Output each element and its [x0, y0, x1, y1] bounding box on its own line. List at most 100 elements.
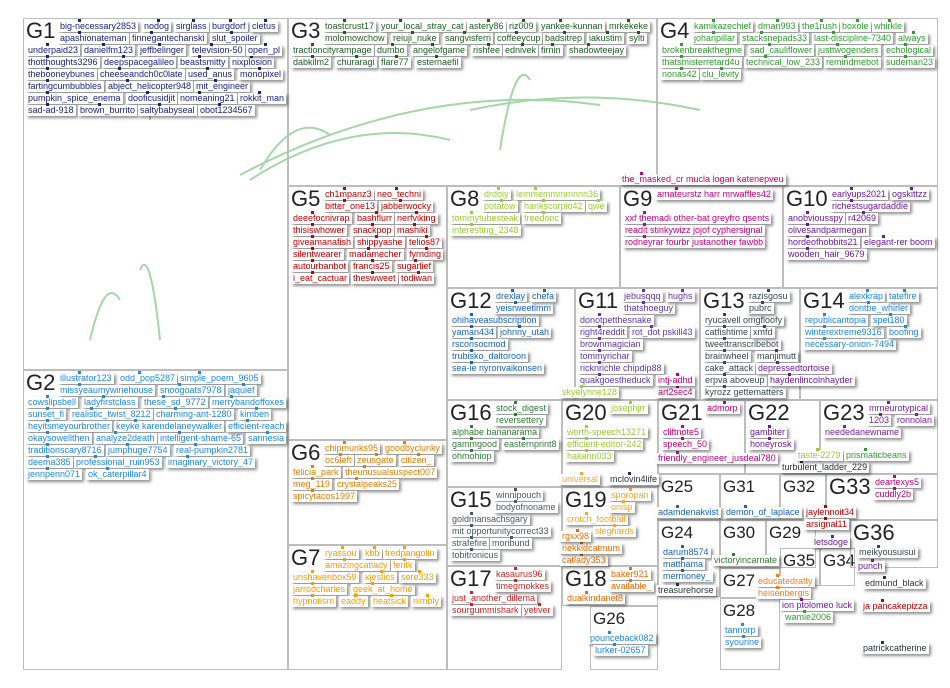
node-label[interactable]: riz009 — [507, 21, 536, 32]
node-marker[interactable] — [819, 19, 823, 22]
node-label[interactable]: lemmemmmmnnn36 — [514, 189, 601, 200]
node-marker[interactable] — [78, 371, 81, 374]
node-marker[interactable] — [514, 579, 517, 582]
node-marker[interactable] — [470, 603, 473, 606]
node-marker[interactable] — [158, 103, 161, 106]
node-label[interactable]: stacksnepads33 — [740, 33, 810, 44]
node-label[interactable]: tatefire — [887, 291, 919, 302]
node-label[interactable]: charming-ant-1280 — [154, 409, 234, 420]
node-marker[interactable] — [768, 437, 771, 440]
node-marker[interactable] — [723, 385, 726, 388]
node-marker[interactable] — [681, 545, 684, 548]
node-label[interactable]: sangvisferri — [443, 33, 494, 44]
node-marker[interactable] — [415, 211, 418, 214]
node-label[interactable]: kamikazechief — [692, 21, 754, 32]
node-label[interactable]: fartingcumbubbles — [26, 81, 104, 92]
node-label[interactable]: mrneurotypical — [867, 403, 931, 414]
node-marker[interactable] — [712, 31, 715, 34]
node-label[interactable]: pounceback082 — [588, 633, 656, 644]
node-marker[interactable] — [628, 401, 632, 404]
node-label[interactable]: dualkindanet8 — [565, 593, 626, 604]
node-label[interactable]: snackpop — [351, 225, 394, 236]
node-label[interactable]: thebooneybunes — [26, 69, 97, 80]
node-marker[interactable] — [214, 79, 217, 82]
node-marker[interactable] — [355, 477, 358, 480]
node-marker[interactable] — [622, 500, 625, 503]
node-label[interactable]: real-pumpkin2781 — [174, 445, 251, 456]
node-marker[interactable] — [371, 259, 374, 262]
node-marker[interactable] — [521, 19, 525, 22]
node-marker[interactable] — [46, 91, 49, 94]
node-marker[interactable] — [723, 325, 726, 328]
node-marker[interactable] — [803, 610, 806, 613]
node-label[interactable]: heyitsmeyourbrother — [26, 421, 113, 432]
node-label[interactable]: these_sd_9772 — [142, 397, 208, 408]
node-label[interactable]: danielfm123 — [82, 45, 136, 56]
node-marker[interactable] — [46, 55, 49, 58]
node-marker[interactable] — [823, 337, 826, 340]
node-marker[interactable] — [174, 407, 177, 410]
node-label[interactable]: chipmunks95 — [323, 443, 381, 454]
node-marker[interactable] — [629, 488, 632, 491]
node-label[interactable]: meikyousuisui — [857, 547, 918, 558]
node-marker[interactable] — [867, 301, 870, 304]
node-label[interactable]: ohihaveasubscription — [450, 315, 539, 326]
node-label[interactable]: jaylennoit34 — [804, 507, 857, 518]
node-marker[interactable] — [178, 383, 181, 386]
node-marker[interactable] — [800, 598, 803, 601]
node-label[interactable]: johnny_utah — [498, 327, 552, 338]
node-marker[interactable] — [372, 546, 376, 549]
node-label[interactable]: feritk — [391, 560, 415, 571]
node-label[interactable]: theunusualsuspect007 — [343, 467, 438, 478]
node-label[interactable]: turbulent_ladder_229 — [780, 462, 870, 473]
node-marker[interactable] — [311, 594, 314, 597]
node-label[interactable]: taste-2279 — [796, 450, 843, 461]
node-label[interactable]: pubrc — [747, 303, 774, 314]
node-label[interactable]: universal — [560, 474, 601, 485]
node-marker[interactable] — [598, 361, 601, 364]
node-label[interactable]: efficient-reach — [226, 421, 287, 432]
node-marker[interactable] — [629, 579, 632, 582]
node-marker[interactable] — [191, 19, 195, 22]
node-marker[interactable] — [723, 313, 726, 316]
node-label[interactable]: sannesia — [246, 433, 287, 444]
node-marker[interactable] — [585, 425, 588, 428]
node-label[interactable]: rodneyrar fourbr justanother fawbb — [623, 237, 766, 248]
node-label[interactable]: mrkekeke — [607, 21, 651, 32]
node-marker[interactable] — [893, 475, 896, 478]
node-marker[interactable] — [486, 43, 490, 46]
node-marker[interactable] — [904, 43, 907, 46]
node-marker[interactable] — [764, 55, 767, 58]
node-label[interactable]: illustrator123 — [58, 373, 114, 384]
node-label[interactable]: coffeeycup — [495, 33, 543, 44]
node-marker[interactable] — [806, 211, 809, 214]
node-marker[interactable] — [470, 337, 473, 340]
node-label[interactable]: onisp — [609, 502, 635, 513]
node-marker[interactable] — [411, 31, 414, 34]
node-marker[interactable] — [138, 371, 141, 374]
node-label[interactable]: readit stinkywizz jojof cyphersignal — [623, 225, 765, 236]
node-marker[interactable] — [46, 79, 49, 82]
node-marker[interactable] — [311, 247, 314, 250]
node-label[interactable]: imaginary_victory_47 — [166, 457, 256, 468]
node-label[interactable]: whirkle — [872, 21, 905, 32]
node-marker[interactable] — [417, 570, 421, 573]
node-marker[interactable] — [723, 349, 726, 352]
node-marker[interactable] — [824, 505, 827, 508]
node-label[interactable]: brown_burrito — [78, 105, 138, 116]
node-marker[interactable] — [760, 31, 763, 34]
node-label[interactable]: interesting_2348 — [450, 225, 521, 236]
node-label[interactable]: citizen_ — [399, 455, 434, 466]
node-marker[interactable] — [194, 443, 197, 446]
node-label[interactable]: toastcrust17 — [323, 21, 377, 32]
node-label[interactable]: haydenlincolnhayder — [768, 375, 855, 386]
node-label[interactable]: fredpangolin — [383, 548, 437, 559]
node-marker[interactable] — [186, 455, 189, 458]
node-marker[interactable] — [843, 425, 846, 428]
node-label[interactable]: jumphuge7754 — [106, 445, 170, 456]
node-marker[interactable] — [742, 635, 745, 638]
node-marker[interactable] — [877, 545, 880, 548]
node-marker[interactable] — [46, 103, 49, 106]
node-label[interactable]: cake_attack — [703, 363, 756, 374]
node-label[interactable]: worth-speech13271 — [565, 427, 649, 438]
